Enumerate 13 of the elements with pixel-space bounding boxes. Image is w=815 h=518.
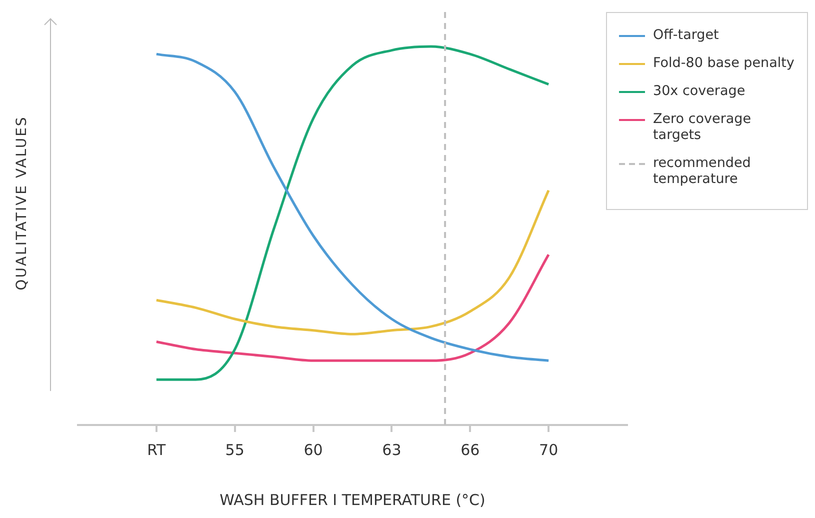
legend-label: Fold-80 base penalty bbox=[653, 55, 794, 71]
x-tick-label: 55 bbox=[225, 440, 244, 459]
x-tick-label: 63 bbox=[382, 440, 402, 459]
x-tick-label: 60 bbox=[304, 440, 323, 459]
legend-label: Off-target bbox=[653, 27, 719, 43]
legend-label: 30x coverage bbox=[653, 83, 746, 99]
y-axis-title: QUALITATIVE VALUES bbox=[14, 114, 30, 292]
text: recommended temperature bbox=[653, 155, 751, 187]
x-tick-label: RT bbox=[147, 440, 167, 459]
x-tick-label: 66 bbox=[460, 440, 480, 459]
x-tick-label: 70 bbox=[539, 440, 558, 459]
legend-label: Zero coverage targets bbox=[653, 111, 752, 143]
x-axis-title: WASH BUFFER I TEMPERATURE (°C) bbox=[220, 490, 486, 509]
